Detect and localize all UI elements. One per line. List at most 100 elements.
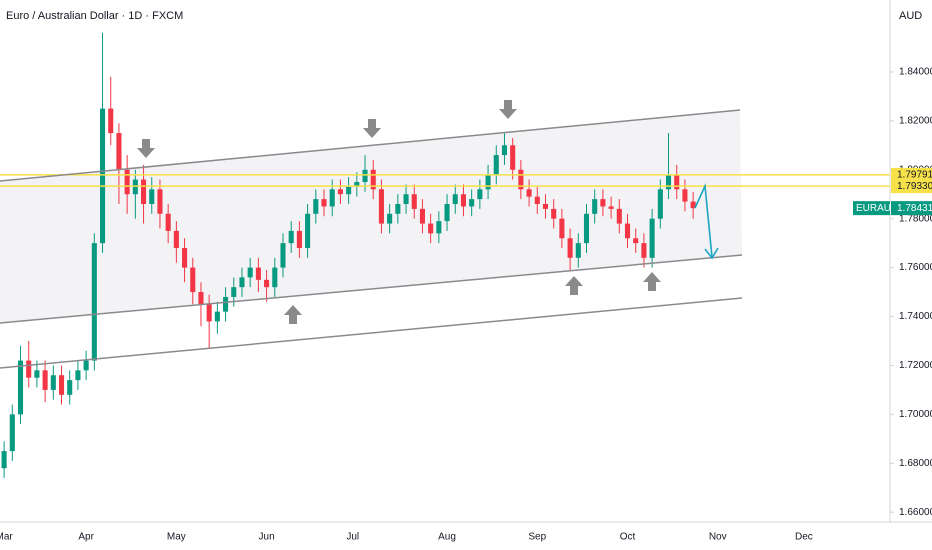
candle-body xyxy=(559,218,565,239)
candle-body xyxy=(190,267,196,293)
candle-body xyxy=(510,145,516,170)
candle-body xyxy=(403,194,409,205)
candle-body xyxy=(1,451,7,469)
candle-body xyxy=(657,189,663,219)
candle-body xyxy=(583,213,590,244)
price-label: 1.79330 xyxy=(897,181,932,192)
projection-arrow xyxy=(694,182,719,260)
candle-body xyxy=(173,230,179,249)
candle-body xyxy=(493,155,499,175)
candle-body xyxy=(362,169,368,182)
x-tick-label: Mar xyxy=(0,532,13,543)
candle-body xyxy=(436,221,442,234)
candle-body xyxy=(223,296,229,312)
price-label-box xyxy=(891,167,932,182)
candle-body xyxy=(665,174,672,190)
candle-body xyxy=(280,243,286,268)
candle-body xyxy=(542,204,549,209)
candle-body xyxy=(99,108,106,244)
candle-body xyxy=(83,360,89,371)
last-price-label: 1.78431 xyxy=(897,203,932,214)
y-tick-label: 1.76000 xyxy=(899,262,932,273)
candle-body xyxy=(485,174,491,190)
price-label-box xyxy=(891,179,932,194)
candle-body xyxy=(526,189,532,197)
candle-body xyxy=(124,169,130,195)
candle-body xyxy=(575,243,581,258)
y-tick-label: 1.82000 xyxy=(899,115,932,126)
candle-body xyxy=(329,189,335,207)
channel-line xyxy=(0,297,743,369)
candle-body xyxy=(255,267,261,280)
y-tick-label: 1.84000 xyxy=(899,67,932,78)
y-tick-label: 1.66000 xyxy=(899,507,932,518)
down-arrow xyxy=(137,139,155,158)
candle-body xyxy=(452,194,458,205)
candle-body xyxy=(469,199,475,207)
price-label: 1.79791 xyxy=(897,170,932,181)
y-tick-label: 1.74000 xyxy=(899,311,932,322)
candle-body xyxy=(296,230,302,249)
candle-body xyxy=(518,169,524,190)
candle-body xyxy=(477,189,483,200)
candle-body xyxy=(239,277,245,288)
candle-body xyxy=(428,223,434,234)
candle-body xyxy=(42,370,48,390)
up-arrow xyxy=(565,276,583,295)
candle-body xyxy=(91,243,97,361)
price-axis xyxy=(890,0,932,550)
candle-body xyxy=(616,208,622,224)
candle-body xyxy=(50,375,56,390)
candle-body xyxy=(690,201,696,209)
candle-body xyxy=(600,199,606,207)
candle-body xyxy=(9,414,15,452)
candle-body xyxy=(108,108,114,134)
x-tick-label: Apr xyxy=(78,532,94,543)
candle-body xyxy=(419,208,425,224)
y-tick-label: 1.70000 xyxy=(899,409,932,420)
candle-body xyxy=(624,223,631,239)
candle-body xyxy=(682,189,688,202)
candle-body xyxy=(633,238,639,244)
channel-line xyxy=(0,109,741,182)
candle-body xyxy=(313,199,319,214)
up-arrow xyxy=(643,272,661,291)
candle-body xyxy=(592,199,598,214)
candle-body xyxy=(182,248,188,268)
x-tick-label: Nov xyxy=(709,532,727,543)
candle-body xyxy=(534,196,540,205)
x-tick-label: Oct xyxy=(620,532,636,543)
candle-body xyxy=(17,360,24,415)
x-tick-label: Jun xyxy=(259,532,275,543)
candle-body xyxy=(264,279,270,288)
candle-body xyxy=(165,213,171,231)
candle-body xyxy=(247,267,253,278)
candle-body xyxy=(321,199,327,207)
candle-body xyxy=(67,380,73,395)
plot-area xyxy=(0,32,890,478)
down-arrow xyxy=(363,119,381,138)
candle-body xyxy=(206,304,212,322)
candle-body xyxy=(75,370,81,381)
candle-body xyxy=(288,230,294,244)
candle-body xyxy=(26,360,32,378)
arrow-head xyxy=(704,247,719,260)
candle-body xyxy=(346,186,352,195)
candle-body xyxy=(649,218,655,258)
channel-line xyxy=(0,254,743,324)
candle-body xyxy=(141,179,147,205)
currency-label: AUD xyxy=(899,10,922,22)
candle-body xyxy=(444,204,450,222)
candle-body xyxy=(411,194,417,209)
candle-body xyxy=(337,189,343,195)
symbol-label: EURAUD xyxy=(856,203,898,214)
candle-body xyxy=(378,189,384,224)
candle-body xyxy=(460,194,466,207)
up-arrow xyxy=(284,305,302,324)
candle-body xyxy=(231,287,237,297)
labels: 1.840001.820001.800001.780001.760001.740… xyxy=(0,67,932,543)
candle-body xyxy=(149,189,155,205)
candle-body xyxy=(674,174,680,190)
y-tick-label: 1.72000 xyxy=(899,360,932,371)
y-tick-label: 1.78000 xyxy=(899,213,932,224)
